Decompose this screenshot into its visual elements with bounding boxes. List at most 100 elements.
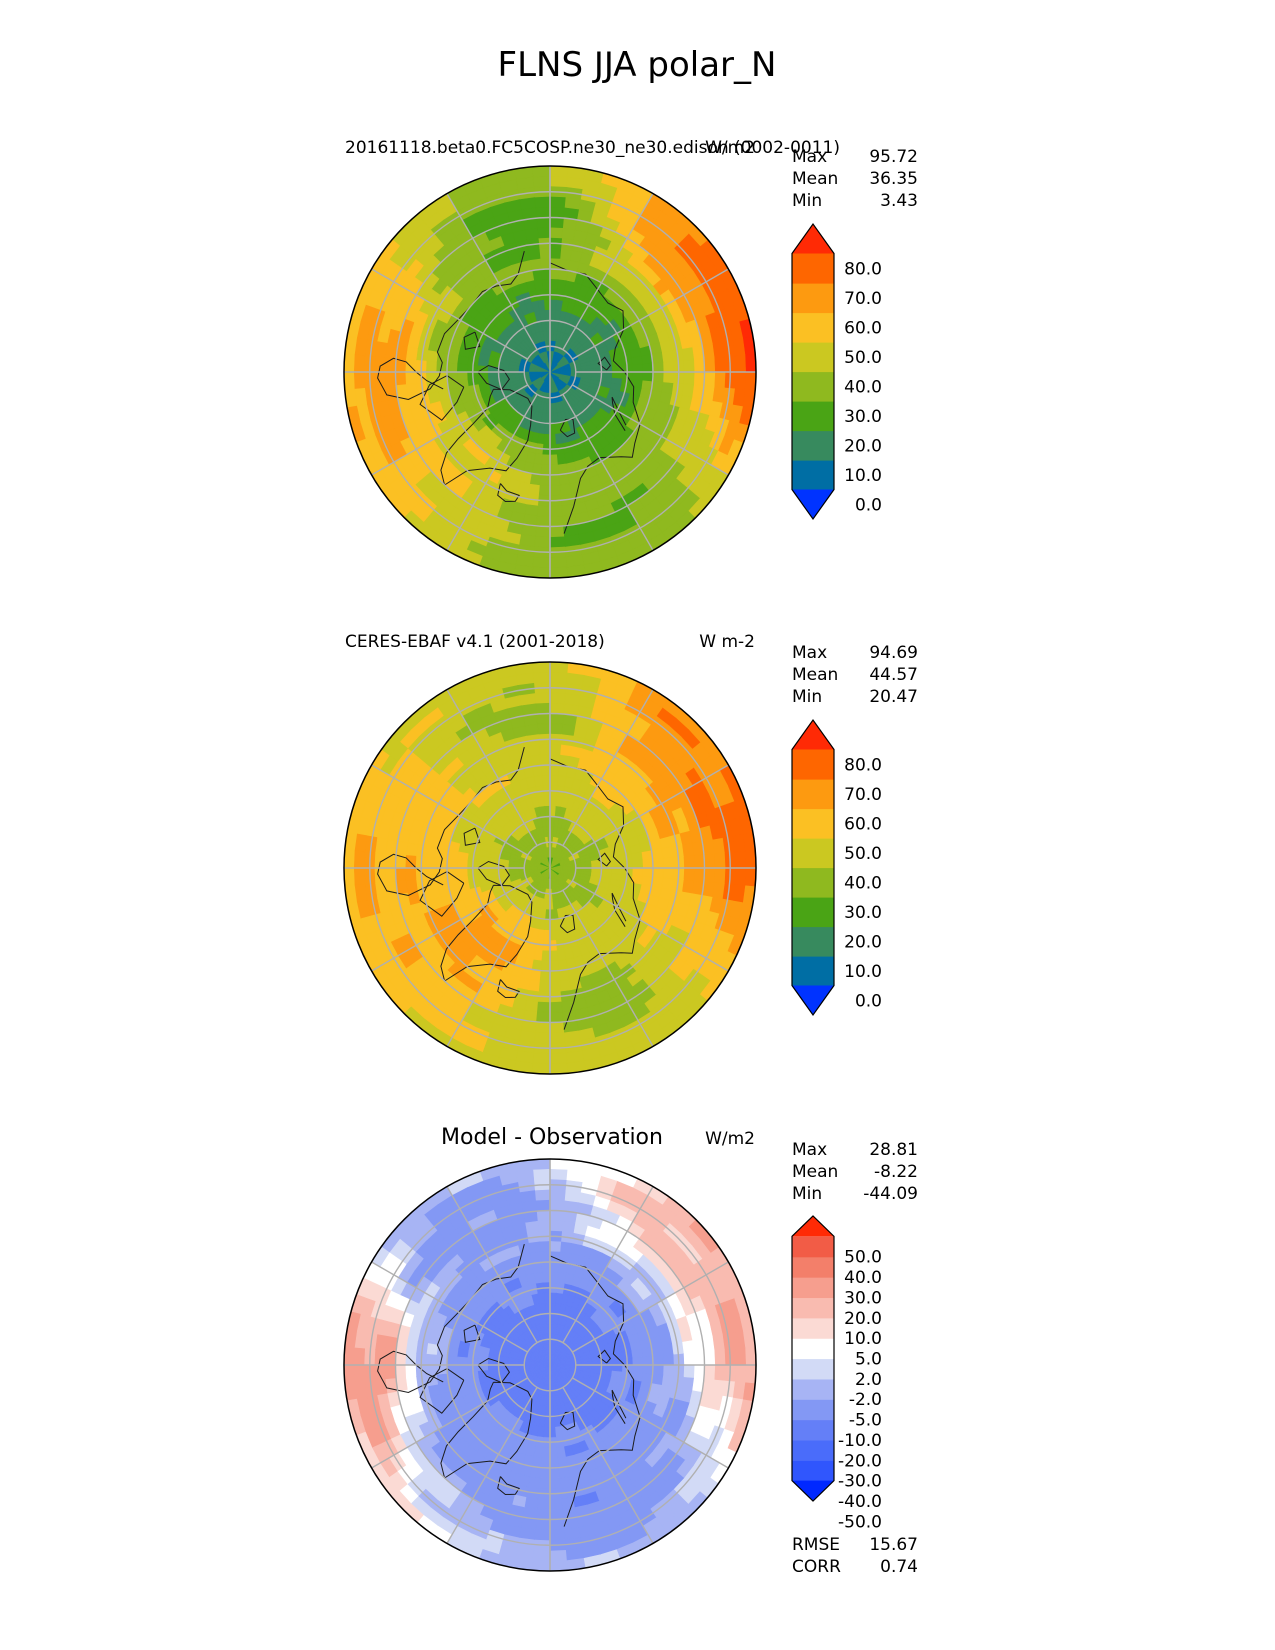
coastline xyxy=(440,388,533,486)
field-cell xyxy=(456,371,469,381)
field-cell xyxy=(534,1031,551,1044)
field-cell xyxy=(549,1159,570,1161)
colorbar-tick-label: 50.0 xyxy=(844,348,882,368)
meridian-line xyxy=(371,268,529,360)
field-cell xyxy=(549,463,560,476)
field-cell xyxy=(549,175,568,188)
panel-title-right: W m-2 xyxy=(699,632,755,652)
field-cell xyxy=(683,371,695,385)
stat-max-label: Max xyxy=(792,1140,827,1160)
field-cell xyxy=(549,1168,568,1181)
field-cell xyxy=(533,1445,544,1458)
field-cell xyxy=(556,775,567,788)
field-cell xyxy=(549,535,566,548)
field-cell xyxy=(693,358,705,373)
field-cell xyxy=(541,1446,551,1459)
field-cell xyxy=(395,371,407,386)
field-cell xyxy=(539,970,551,982)
field-cell xyxy=(549,805,556,818)
panel-title-left: CERES-EBAF v4.1 (2001-2018) xyxy=(345,632,605,652)
field-cell xyxy=(652,857,664,869)
field-cell xyxy=(405,879,419,894)
colorbar: 80.070.060.050.040.030.020.010.00.0 xyxy=(791,222,882,521)
field-cell xyxy=(456,1364,469,1374)
field-cell xyxy=(744,1364,756,1384)
field-cell xyxy=(534,1528,551,1541)
field-cell xyxy=(405,371,417,385)
field-cell xyxy=(446,362,459,373)
field-cell xyxy=(532,671,551,684)
field-cell xyxy=(426,1353,438,1366)
colorbar-band xyxy=(792,1439,834,1461)
coastline xyxy=(497,979,520,999)
field-cell xyxy=(549,959,560,972)
field-cell xyxy=(541,453,551,466)
field-cell xyxy=(536,1210,551,1222)
field-cell xyxy=(405,842,419,857)
colorbar-tick-label: 40.0 xyxy=(844,873,882,893)
field-cell xyxy=(405,346,419,361)
field-cell xyxy=(744,353,756,373)
meridian-line xyxy=(562,889,654,1047)
field-cell xyxy=(457,1348,470,1359)
field-cell xyxy=(456,867,469,877)
field-cell xyxy=(641,362,654,373)
field-cell xyxy=(538,484,551,496)
field-cell xyxy=(531,462,543,475)
figure-title: FLNS JJA polar_N xyxy=(498,45,777,85)
field-cell xyxy=(344,371,346,392)
field-cell xyxy=(549,1021,565,1034)
field-cell xyxy=(600,867,613,874)
field-cell xyxy=(549,1072,570,1074)
field-cell xyxy=(540,1261,551,1274)
field-cell xyxy=(537,505,551,517)
panel-reference-observation: CERES-EBAF v4.1 (2001-2018) W m-2 Max 94… xyxy=(343,632,918,1075)
colorbar-extend-max xyxy=(792,720,834,750)
field-cell xyxy=(530,662,551,664)
field-cell xyxy=(539,1251,551,1263)
field-cell xyxy=(426,846,439,859)
field-cell xyxy=(611,371,623,379)
field-cell xyxy=(353,1347,366,1366)
field-cell xyxy=(541,1271,551,1284)
stat-min-label: Min xyxy=(792,1184,822,1204)
field-cell xyxy=(541,949,551,962)
field-cell xyxy=(661,1374,674,1387)
colorbar-tick-label: 50.0 xyxy=(844,1248,882,1268)
field-cell xyxy=(534,692,551,705)
field-cell xyxy=(549,1559,569,1571)
field-cell xyxy=(539,258,551,270)
field-cell xyxy=(549,309,556,322)
field-cell xyxy=(544,918,551,931)
colorbar-tick-label: 10.0 xyxy=(844,962,882,982)
field-cell xyxy=(549,1456,560,1469)
corr-label: CORR xyxy=(792,1557,841,1577)
field-cell xyxy=(754,371,756,392)
field-cell xyxy=(549,1031,566,1044)
field-cell xyxy=(559,248,572,261)
stat-max-value: 94.69 xyxy=(869,643,918,663)
colorbar-band xyxy=(792,1297,834,1319)
field-cell xyxy=(631,859,644,869)
stat-mean-label: Mean xyxy=(792,1162,838,1182)
colorbar-band xyxy=(792,867,834,898)
field-cell xyxy=(530,1072,551,1074)
field-cell xyxy=(535,702,551,715)
field-cell xyxy=(535,525,551,538)
colorbar-band xyxy=(792,312,834,343)
field-cell xyxy=(532,1168,551,1181)
graticule xyxy=(344,166,756,578)
field-cell xyxy=(561,1220,576,1234)
field-cell xyxy=(662,360,674,373)
field-cell xyxy=(531,662,551,674)
colorbar-tick-label: 30.0 xyxy=(844,903,882,923)
colorbar-band xyxy=(792,779,834,810)
field-cell xyxy=(534,1189,551,1202)
colorbar-band xyxy=(792,1277,834,1299)
field-cell xyxy=(734,867,747,886)
stat-mean-label: Mean xyxy=(792,169,838,189)
colorbar-band xyxy=(792,956,834,987)
field-cell xyxy=(395,1364,407,1379)
field-cell xyxy=(534,196,551,209)
field-cell xyxy=(556,1272,567,1285)
